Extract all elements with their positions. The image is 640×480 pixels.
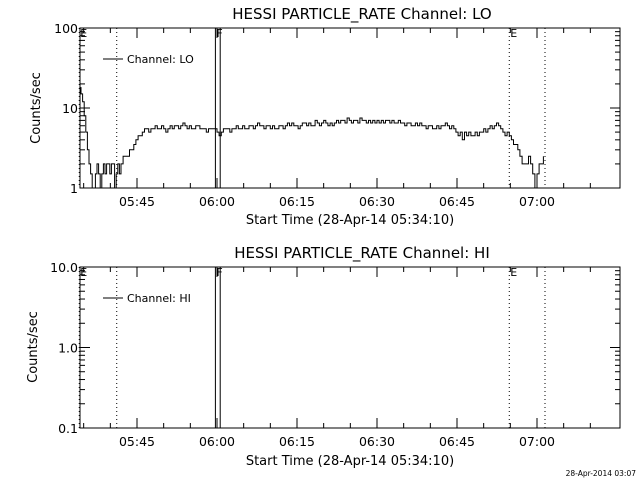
x-tick-label: 05:45 (119, 194, 155, 209)
x-axis-label: Start Time (28-Apr-14 05:34:10) (246, 454, 454, 469)
series-line-lo (79, 87, 544, 189)
legend-entry: Channel: LO (127, 53, 194, 66)
y-tick-label: 1 (70, 181, 78, 196)
x-axis-ticks: 05:45 06:00 06:15 06:30 06:45 07:00 (83, 267, 591, 449)
x-axis-label: Start Time (28-Apr-14 05:34:10) (246, 213, 454, 228)
x-tick-label: 06:30 (359, 194, 395, 209)
marker-label-4: E (510, 27, 517, 40)
x-tick-label: 06:45 (439, 194, 475, 209)
x-tick-label: 06:45 (439, 434, 475, 449)
y-tick-label: 10.0 (50, 260, 78, 275)
y-tick-label: 10 (62, 101, 78, 116)
x-axis-ticks: 05:45 06:00 06:15 06:30 06:45 07:00 (83, 28, 591, 209)
marker-label-0: E (80, 266, 87, 279)
legend: Channel: LO (103, 53, 194, 66)
y-tick-label: 100 (54, 21, 78, 36)
y-tick-label: 1.0 (58, 341, 78, 356)
marker-label-2: F (216, 27, 222, 40)
hi-channel-panel: HESSI PARTICLE_RATE Channel: HI E F E 0.1 1… (26, 244, 621, 469)
chart-title: HESSI PARTICLE_RATE Channel: HI (234, 244, 490, 263)
x-tick-label: 07:00 (519, 194, 555, 209)
y-axis-label: Counts/sec (26, 311, 41, 383)
legend: Channel: HI (103, 292, 191, 305)
legend-entry: Channel: HI (127, 292, 191, 305)
x-tick-label: 06:30 (359, 434, 395, 449)
x-tick-label: 06:00 (199, 434, 235, 449)
x-tick-label: 05:45 (119, 434, 155, 449)
footer-timestamp: 28-Apr-2014 03:07 (566, 469, 637, 478)
y-tick-label: 0.1 (58, 421, 78, 436)
x-tick-label: 06:15 (279, 434, 315, 449)
y-axis-label: Counts/sec (29, 72, 44, 144)
marker-label-2: F (216, 266, 222, 279)
x-tick-label: 07:00 (519, 434, 555, 449)
x-tick-label: 06:15 (279, 194, 315, 209)
marker-label-0: E (80, 27, 87, 40)
x-tick-label: 06:00 (199, 194, 235, 209)
marker-label-4: E (510, 266, 517, 279)
y-axis-ticks: 0.1 1.0 10.0 (50, 260, 620, 436)
chart-title: HESSI PARTICLE_RATE Channel: LO (232, 5, 491, 24)
y-axis-ticks: 1 10 100 (54, 21, 620, 196)
